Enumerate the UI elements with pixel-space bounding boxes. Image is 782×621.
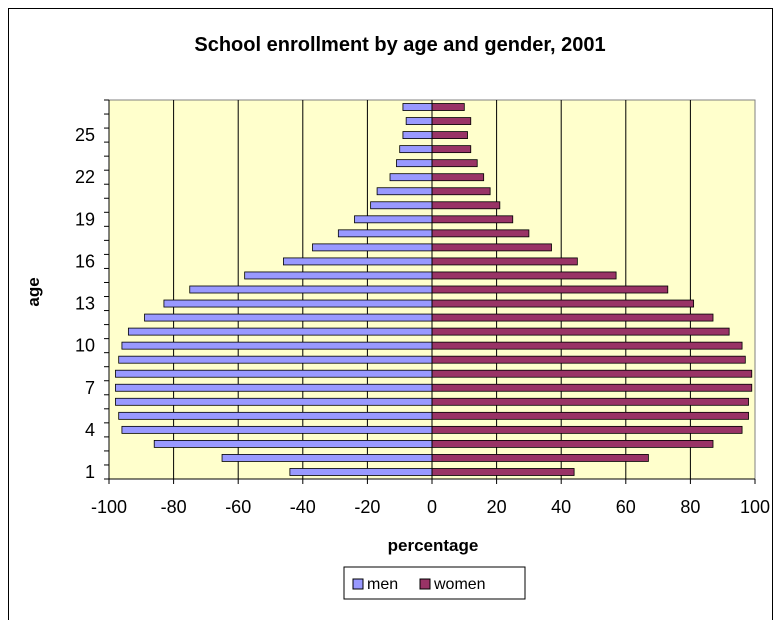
bar-women-age-25	[431, 131, 468, 140]
bar-women-age-15	[431, 271, 617, 280]
bar-women-age-26	[431, 117, 472, 125]
x-axis-label: percentage	[388, 536, 479, 555]
bar-women-age-5	[431, 411, 749, 420]
bar-men-age-15	[244, 271, 433, 280]
bar-women-age-6	[431, 397, 749, 406]
legend-swatch-women	[419, 578, 431, 590]
bar-men-age-17	[312, 243, 433, 252]
bar-women-age-10	[431, 341, 743, 350]
bar-men-age-5	[118, 411, 433, 420]
x-tick-label: -40	[290, 497, 316, 517]
bar-men-age-8	[115, 369, 433, 378]
bar-men-age-18	[337, 229, 433, 238]
x-tick-label: 80	[680, 497, 700, 517]
bar-women-age-7	[431, 383, 753, 392]
bar-men-age-14	[189, 285, 433, 294]
x-tick-label: 60	[616, 497, 636, 517]
legend-label-men: men	[367, 576, 398, 593]
y-axis-ticks: 1 4 7 10 13 16 19 22 25	[75, 99, 110, 482]
bar-men-age-10	[121, 341, 433, 350]
x-tick-label: 100	[740, 497, 770, 517]
y-tick-label: 7	[85, 378, 95, 398]
bar-women-age-20	[431, 201, 501, 210]
y-tick-label: 1	[85, 462, 95, 482]
bar-men-age-9	[118, 355, 433, 364]
bar-men-age-7	[115, 383, 433, 392]
chart-svg: School enrollment by age and gender, 200…	[24, 34, 770, 600]
bar-men-age-2	[221, 454, 433, 462]
y-tick-label: 13	[75, 294, 95, 314]
bar-women-age-24	[431, 145, 472, 154]
bar-women-age-27	[431, 103, 465, 111]
chart-frame: School enrollment by age and gender, 200…	[8, 8, 773, 620]
bar-women-age-8	[431, 369, 753, 378]
bar-men-age-16	[283, 257, 433, 266]
legend-box	[343, 566, 526, 600]
y-tick-label: 10	[75, 336, 95, 356]
x-tick-label: 20	[487, 497, 507, 517]
bar-men-age-27	[402, 103, 433, 111]
bar-women-age-14	[431, 285, 669, 294]
bar-women-age-11	[431, 327, 730, 336]
bar-men-age-3	[153, 439, 433, 448]
bar-women-age-16	[431, 257, 578, 266]
bar-women-age-17	[431, 243, 552, 252]
chart-title: School enrollment by age and gender, 200…	[194, 34, 605, 56]
bar-women-age-23	[431, 159, 478, 168]
bar-men-age-21	[376, 187, 433, 196]
bar-men-age-12	[144, 313, 433, 322]
bar-women-age-18	[431, 229, 530, 238]
bar-women-age-21	[431, 187, 491, 196]
bar-women-age-13	[431, 299, 695, 308]
bar-men-age-24	[399, 145, 433, 154]
x-tick-label: -80	[161, 497, 187, 517]
bar-women-age-1	[431, 468, 575, 476]
y-tick-label: 22	[75, 167, 95, 187]
bar-women-age-9	[431, 355, 746, 364]
legend-swatch-men	[352, 578, 364, 590]
y-tick-label: 16	[75, 251, 95, 271]
bar-women-age-3	[431, 439, 714, 448]
bar-men-age-25	[402, 131, 433, 140]
x-tick-label: -100	[91, 497, 127, 517]
x-tick-label: -60	[225, 497, 251, 517]
bar-men-age-22	[389, 173, 433, 182]
bar-men-age-19	[354, 215, 433, 224]
bar-men-age-23	[396, 159, 433, 168]
bar-women-age-2	[431, 454, 649, 462]
y-axis-label: age	[24, 277, 43, 306]
y-tick-label: 25	[75, 125, 95, 145]
x-tick-label: -20	[354, 497, 380, 517]
bar-men-age-11	[127, 327, 433, 336]
bar-women-age-22	[431, 173, 485, 182]
legend: men women	[343, 566, 526, 600]
bar-women-age-12	[431, 313, 714, 322]
x-tick-label: 0	[427, 497, 437, 517]
y-tick-label: 19	[75, 209, 95, 229]
bar-men-age-4	[121, 425, 433, 434]
bar-women-age-4	[431, 425, 743, 434]
bar-men-age-1	[289, 468, 433, 476]
x-tick-label: 40	[551, 497, 571, 517]
bar-men-age-20	[370, 201, 433, 210]
y-tick-label: 4	[85, 420, 95, 440]
bar-men-age-6	[115, 397, 433, 406]
bar-men-age-26	[405, 117, 433, 125]
legend-label-women: women	[433, 576, 486, 593]
bar-men-age-13	[163, 299, 433, 308]
x-axis-ticks: -100 -80 -60 -40 -20 0 20 40 60 80 100	[91, 478, 770, 517]
bar-women-age-19	[431, 215, 514, 224]
